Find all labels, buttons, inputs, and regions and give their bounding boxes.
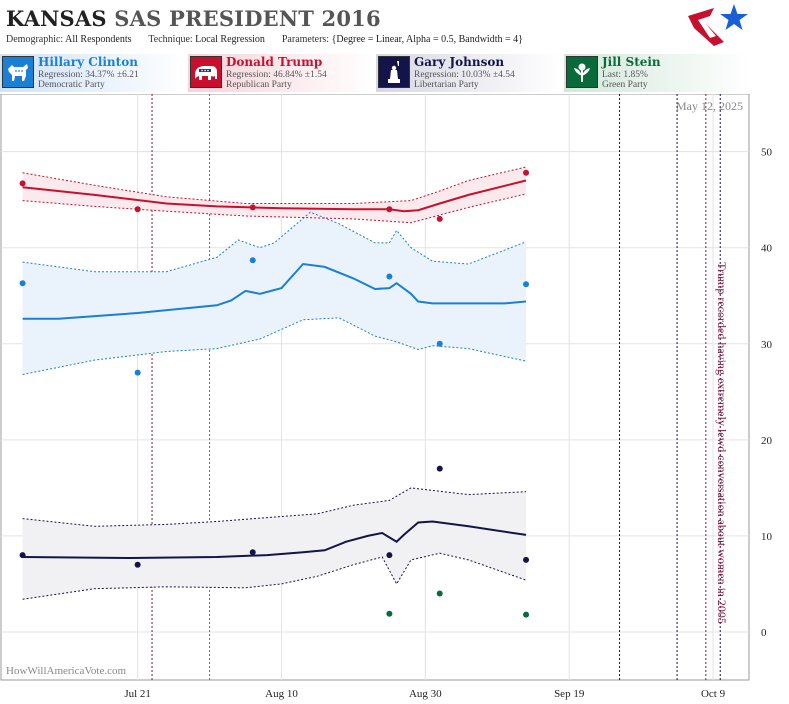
regression-line (22, 520, 527, 560)
y-tick-label: 20 (761, 435, 773, 447)
x-tick-label: Jul 21 (124, 688, 151, 700)
poll-point (249, 549, 256, 556)
legend-item-stein: Jill Stein Last: 1.85% Green Party (564, 54, 750, 92)
poll-point (523, 556, 530, 563)
confidence-band (22, 487, 526, 600)
poll-point (249, 204, 256, 211)
flower-icon (566, 56, 598, 88)
regression-line (22, 262, 527, 320)
y-tick-label: 40 (761, 243, 773, 255)
legend-party: Democratic Party (38, 80, 105, 90)
poll-point (134, 369, 141, 376)
legend-item-johnson: Gary Johnson Regression: 10.03% ±4.54 Li… (376, 54, 562, 92)
legend-stat: Last: 1.85% (602, 70, 648, 80)
title-rest: SAS PRESIDENT 2016 (114, 6, 381, 31)
poll-point (436, 590, 443, 597)
elephant-icon (190, 56, 222, 88)
confidence-band (22, 167, 526, 223)
param-value: All Respondents (65, 34, 132, 45)
poll-point (386, 610, 393, 617)
param-key: Parameters: (281, 34, 330, 45)
poll-point (19, 552, 26, 559)
poll-point (19, 280, 26, 287)
x-tick-label: Sep 19 (554, 688, 585, 700)
legend-party: Libertarian Party (414, 80, 479, 90)
confidence-band (22, 212, 526, 375)
param-key: Demographic: (6, 34, 64, 45)
poll-point (19, 180, 26, 187)
legend-name: Hillary Clinton (38, 55, 138, 69)
x-tick-label: Aug 10 (265, 688, 298, 700)
date-label: May 12, 2025 (676, 99, 743, 113)
poll-point (523, 281, 530, 288)
band-upper-line (22, 487, 527, 527)
legend-stat: Regression: 10.03% ±4.54 (414, 70, 515, 80)
site-logo-icon (688, 4, 748, 46)
chart-title: KANSAS SAS PRESIDENT 2016 (6, 6, 381, 31)
param-value: Local Regression (195, 34, 265, 45)
poll-point (523, 169, 530, 176)
band-upper-line (22, 166, 527, 204)
legend-stat: Regression: 34.37% ±6.21 (38, 70, 139, 80)
x-tick-label: Oct 9 (701, 688, 726, 700)
donkey-icon (2, 56, 34, 88)
event-annotation: Trump recorded having extremely lewd con… (715, 262, 729, 624)
poll-point (386, 552, 393, 559)
x-tick-label: Aug 30 (409, 688, 442, 700)
poll-point (436, 215, 443, 222)
poll-chart: 0 10 20 30 40 50 Jul 21 Aug 10 Aug 30 Sep 19 Oct 9… (0, 94, 773, 700)
legend-name: Donald Trump (226, 55, 323, 69)
param-key: Technique: (148, 34, 193, 45)
watermark: HowWillAmericaVote.com (6, 665, 126, 677)
poll-point (386, 273, 393, 280)
legend-item-trump: Donald Trump Regression: 46.84% ±1.54 Re… (188, 54, 374, 92)
plot-area (0, 94, 750, 681)
y-tick-label: 50 (761, 147, 773, 159)
band-lower-line (22, 552, 527, 600)
chart-header: KANSAS SAS PRESIDENT 2016 Demographic: A… (0, 0, 789, 52)
legend-name: Jill Stein (602, 55, 661, 69)
y-tick-label: 30 (761, 339, 773, 351)
legend-party: Republican Party (226, 80, 292, 90)
chart-parameters: Demographic: All Respondents Technique: … (6, 34, 523, 45)
poll-point (523, 611, 530, 618)
legend-name: Gary Johnson (414, 55, 505, 69)
regression-line (22, 179, 527, 213)
poll-point (134, 561, 141, 568)
band-lower-line (22, 193, 527, 224)
title-state: KANSAS (6, 6, 107, 31)
poll-point (436, 340, 443, 347)
legend-stat: Regression: 46.84% ±1.54 (226, 70, 327, 80)
band-lower-line (22, 317, 527, 375)
poll-point (436, 465, 443, 472)
y-tick-label: 10 (761, 531, 773, 543)
legend: Hillary Clinton Regression: 34.37% ±6.21… (0, 54, 789, 92)
liberty-icon (378, 56, 410, 88)
legend-party: Green Party (602, 80, 648, 90)
param-value: {Degree = Linear, Alpha = 0.5, Bandwidth… (331, 34, 523, 45)
y-tick-label: 0 (761, 627, 767, 639)
poll-point (249, 257, 256, 264)
poll-point (386, 206, 393, 213)
poll-point (134, 206, 141, 213)
band-upper-line (22, 211, 527, 273)
legend-item-clinton: Hillary Clinton Regression: 34.37% ±6.21… (0, 54, 186, 92)
